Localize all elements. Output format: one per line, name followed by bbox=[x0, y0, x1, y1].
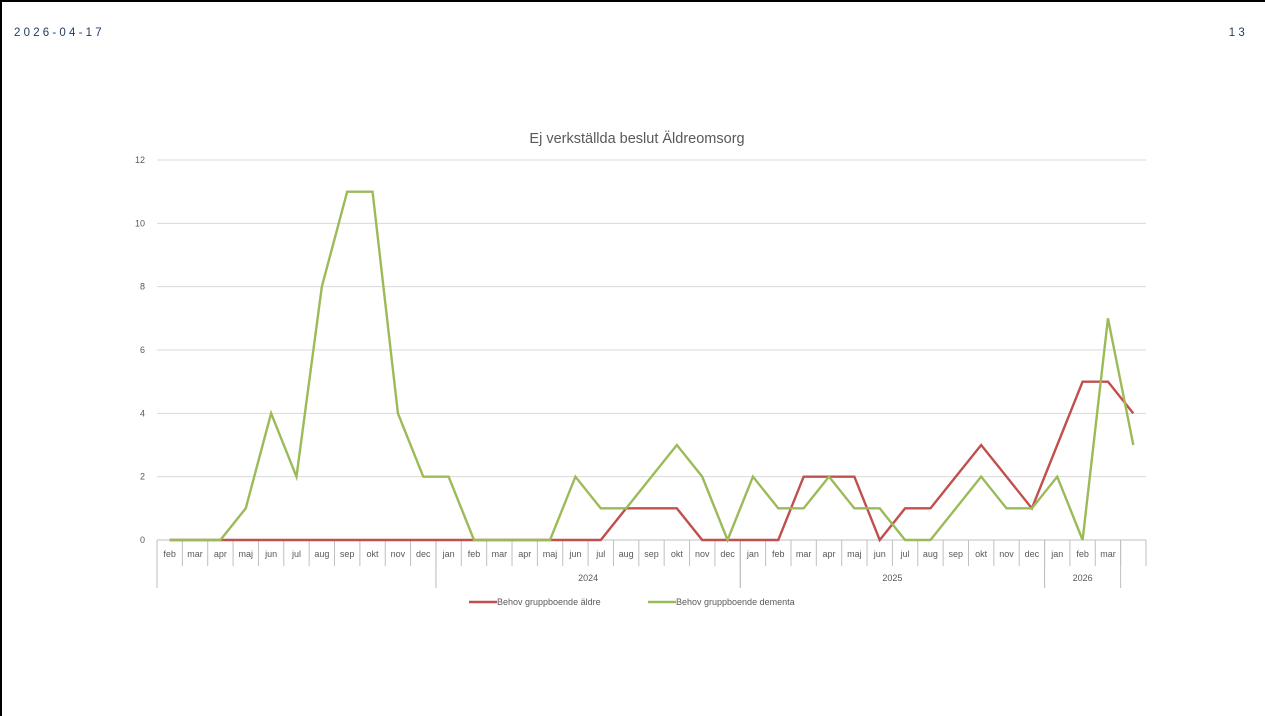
x-tick-label: nov bbox=[999, 549, 1014, 559]
x-tick-label: apr bbox=[823, 549, 836, 559]
x-tick-label: aug bbox=[314, 549, 329, 559]
x-tick-label: sep bbox=[644, 549, 659, 559]
x-tick-label: nov bbox=[695, 549, 710, 559]
x-tick-label: maj bbox=[238, 549, 253, 559]
x-tick-label: okt bbox=[367, 549, 380, 559]
x-tick-label: jan bbox=[442, 549, 455, 559]
x-tick-label: dec bbox=[720, 549, 735, 559]
y-tick-label: 4 bbox=[140, 408, 145, 418]
x-tick-label: sep bbox=[949, 549, 964, 559]
x-tick-label: mar bbox=[492, 549, 508, 559]
x-tick-label: aug bbox=[923, 549, 938, 559]
legend-label-1: Behov gruppboende äldre bbox=[497, 597, 601, 607]
x-tick-label: mar bbox=[796, 549, 812, 559]
legend-label-2: Behov gruppboende dementa bbox=[676, 597, 795, 607]
x-tick-label: mar bbox=[1100, 549, 1116, 559]
x-tick-label: feb bbox=[772, 549, 785, 559]
chart-title: Ej verkställda beslut Äldreomsorg bbox=[529, 130, 744, 147]
x-tick-label: aug bbox=[619, 549, 634, 559]
x-tick-label: maj bbox=[847, 549, 862, 559]
y-tick-label: 8 bbox=[140, 282, 145, 292]
y-axis: 0 2 4 6 8 10 12 bbox=[135, 155, 145, 545]
gridlines bbox=[157, 159, 1146, 478]
series-line-2 bbox=[169, 190, 1135, 544]
y-tick-label: 0 bbox=[140, 535, 145, 545]
x-tick-label: maj bbox=[543, 549, 558, 559]
x-tick-label: jun bbox=[873, 549, 886, 559]
x-tick-label: okt bbox=[671, 549, 684, 559]
x-tick-label: dec bbox=[416, 549, 431, 559]
y-tick-label: 12 bbox=[135, 155, 145, 165]
x-tick-label: sep bbox=[340, 549, 355, 559]
year-label: 2025 bbox=[882, 573, 902, 583]
year-label: 2024 bbox=[578, 573, 598, 583]
year-label: 2026 bbox=[1073, 573, 1093, 583]
x-tick-label: dec bbox=[1025, 549, 1040, 559]
y-tick-label: 10 bbox=[135, 218, 145, 228]
x-tick-label: jan bbox=[746, 549, 759, 559]
x-tick-label: apr bbox=[214, 549, 227, 559]
x-tick-label: jul bbox=[900, 549, 910, 559]
x-tick-label: jul bbox=[595, 549, 605, 559]
y-tick-label: 2 bbox=[140, 472, 145, 482]
x-tick-label: feb bbox=[1076, 549, 1089, 559]
series-lines bbox=[169, 190, 1135, 544]
x-tick-label: jan bbox=[1050, 549, 1063, 559]
x-tick-label: okt bbox=[975, 549, 988, 559]
x-axis: feb mar apr maj jun jul aug sep okt nov dec jan feb m… bbox=[156, 539, 1147, 588]
x-tick-label: jun bbox=[568, 549, 581, 559]
series-line-1 bbox=[169, 380, 1135, 543]
slide-page-number: 13 bbox=[1228, 27, 1248, 39]
x-tick-label: mar bbox=[187, 549, 203, 559]
x-tick-label: feb bbox=[163, 549, 176, 559]
x-tick-label: apr bbox=[518, 549, 531, 559]
y-tick-label: 6 bbox=[140, 345, 145, 355]
x-tick-label: feb bbox=[468, 549, 481, 559]
x-tick-label: nov bbox=[391, 549, 406, 559]
slide-date: 2026-04-17 bbox=[14, 27, 105, 39]
x-tick-label: jul bbox=[291, 549, 301, 559]
legend: Behov gruppboende äldre Behov gruppboende… bbox=[469, 597, 795, 607]
x-tick-label: jun bbox=[264, 549, 277, 559]
